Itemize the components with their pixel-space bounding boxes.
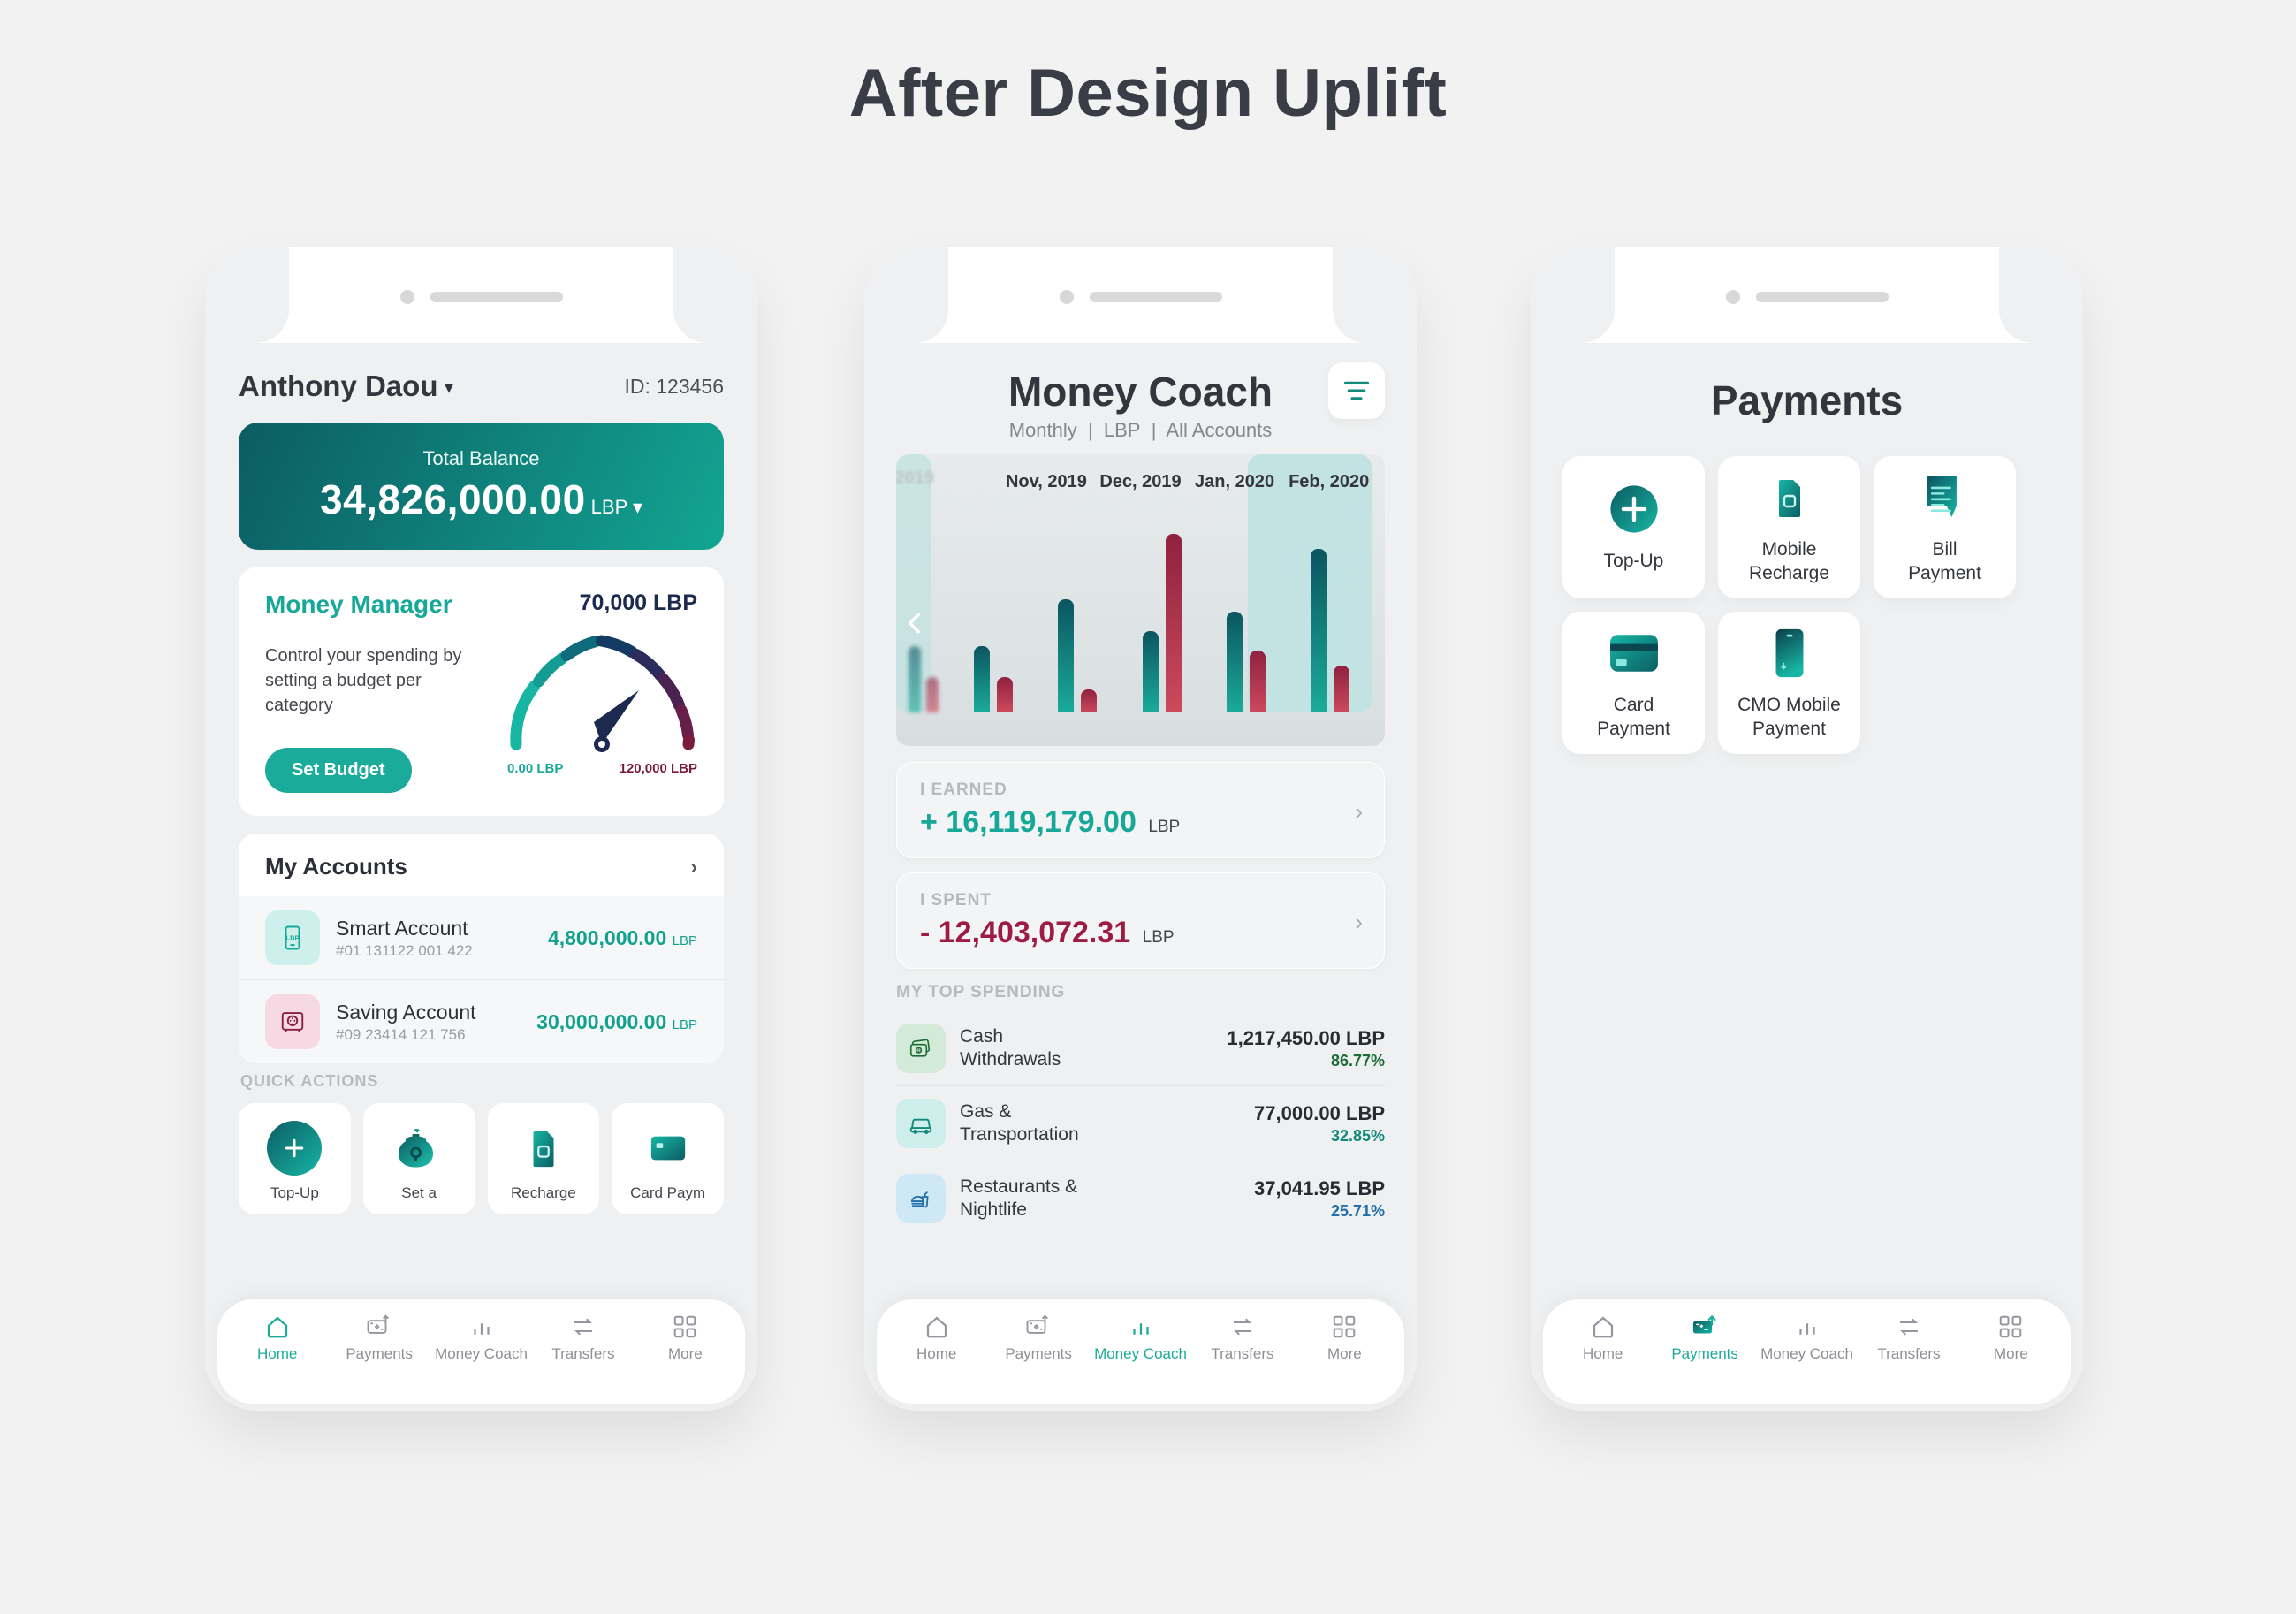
svg-text:LBP: LBP <box>286 934 300 942</box>
